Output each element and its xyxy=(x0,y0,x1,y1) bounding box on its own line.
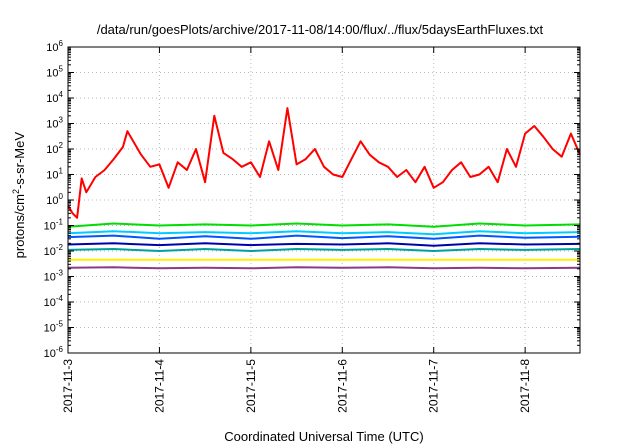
series-line xyxy=(67,230,581,236)
y-tick-label: 104 xyxy=(46,90,63,105)
x-tick-label: 2017-11-6 xyxy=(335,359,349,413)
y-tick-label: 10-4 xyxy=(44,294,64,309)
y-tick-label: 106 xyxy=(46,39,63,54)
y-tick-label: 10-5 xyxy=(44,320,64,335)
y-tick-label: 10-2 xyxy=(44,243,64,258)
y-tick-label: 102 xyxy=(46,141,63,156)
y-tick-label: 10-3 xyxy=(44,269,64,284)
series-line xyxy=(67,234,581,240)
series-line xyxy=(67,222,581,228)
grid-layer xyxy=(68,47,580,353)
x-tick-label: 2017-11-4 xyxy=(152,359,166,413)
x-tick-label: 2017-11-5 xyxy=(244,359,258,413)
chart-title: /data/run/goesPlots/archive/2017-11-08/1… xyxy=(96,22,544,37)
x-axis-label: Coordinated Universal Time (UTC) xyxy=(224,429,424,444)
series-line xyxy=(67,107,581,219)
x-tick-label: 2017-11-7 xyxy=(427,359,441,413)
x-tick-label: 2017-11-8 xyxy=(518,359,532,413)
y-tick-label: 105 xyxy=(46,65,63,80)
x-tick-label: 2017-11-3 xyxy=(61,359,75,413)
y-tick-label: 103 xyxy=(46,116,63,131)
y-tick-label: 100 xyxy=(46,192,63,207)
y-axis-label: protons/cm2-s-sr-MeV xyxy=(10,131,28,259)
plot-frame xyxy=(67,46,581,354)
y-tick-label: 101 xyxy=(46,167,63,182)
series-line xyxy=(67,266,581,270)
series-line xyxy=(67,248,581,252)
y-tick-label: 10-1 xyxy=(44,218,64,233)
axis-layer: 10-6 10-5 10-4 10-3 10-2 10-1 100 101 102 103 104 1… xyxy=(44,39,581,413)
series-line xyxy=(67,242,581,247)
series-layer xyxy=(67,107,581,270)
y-tick-label: 10-6 xyxy=(44,345,64,360)
